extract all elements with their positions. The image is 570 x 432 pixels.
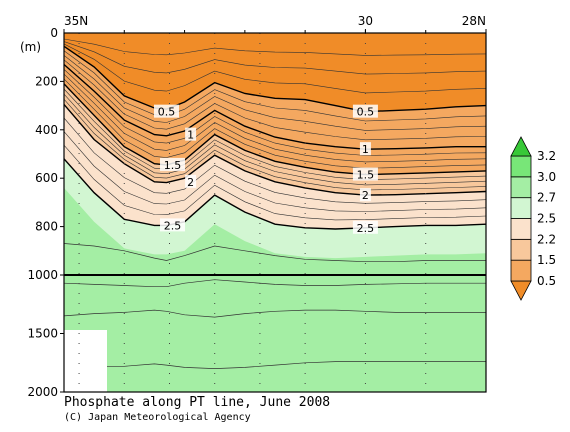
contour-2.5 xyxy=(64,158,486,230)
colorbar-segment xyxy=(510,176,532,199)
minor-contour xyxy=(64,59,486,141)
colorbar-low-cap xyxy=(510,280,532,301)
colorbar: 0.5 1.5 2.2 2.5 2.7 3.0 3.2 xyxy=(510,136,556,301)
minor-contour xyxy=(64,99,486,191)
colorbar-segment xyxy=(510,218,532,240)
plot-frame xyxy=(63,32,487,393)
y-tick-label: 600 xyxy=(35,171,58,185)
colorbar-segment xyxy=(510,197,532,219)
contour-label-bg xyxy=(359,188,371,202)
y-unit-label: (m) xyxy=(20,40,41,54)
x-tick-label: 30 xyxy=(358,14,373,28)
colorbar-segment xyxy=(510,155,532,178)
contour-1.5 xyxy=(64,83,486,176)
contour-label: 1.5 xyxy=(357,169,375,182)
contour-0.5 xyxy=(64,45,486,113)
x-tick-label: 35N xyxy=(64,14,88,28)
contour-label-bg xyxy=(352,220,378,234)
y-tick-label: 200 xyxy=(35,74,58,88)
minor-contour xyxy=(64,50,486,122)
minor-contour xyxy=(64,41,486,75)
plot-area: 0.5 1 1.5 2 2.5 0.5 1 1.5 2 2.5 xyxy=(64,33,486,392)
colorbar-segment xyxy=(510,259,532,282)
y-tick-label: 1500 xyxy=(27,327,58,341)
colorbar-tick-label: 1.5 xyxy=(537,253,556,267)
colorbar-tick-label: 0.5 xyxy=(537,274,556,288)
contour-label: 1 xyxy=(187,129,194,142)
deep-contour xyxy=(64,361,486,369)
minor-contour xyxy=(64,78,486,169)
contour-label: 0.5 xyxy=(158,106,176,119)
contour-value-labels: 0.5 1 1.5 2 2.5 0.5 1 1.5 2 2.5 xyxy=(153,104,378,235)
y-axis-ticks: 200 400 600 800 1000 1500 2000 0 xyxy=(27,26,64,399)
contour-label: 2.5 xyxy=(164,219,182,232)
band-1.5 xyxy=(64,64,486,175)
chart-title: Phosphate along PT line, June 2008 xyxy=(64,395,331,410)
minor-contour xyxy=(64,93,486,186)
minor-contour xyxy=(64,38,486,56)
minor-contour xyxy=(64,117,486,204)
contour-1 xyxy=(64,63,486,150)
y-tick-label: 0 xyxy=(50,26,58,40)
contour-label: 2 xyxy=(362,189,369,202)
colorbar-tick-label: 2.7 xyxy=(537,191,556,205)
contour-label-bg xyxy=(153,104,179,118)
contour-label: 2 xyxy=(187,176,194,189)
credit-line: (C) Japan Meteorological Agency xyxy=(64,412,251,423)
minor-contour xyxy=(64,131,486,212)
y-tick-label: 1000 xyxy=(27,268,58,282)
contour-label-bg xyxy=(359,142,371,156)
contour-label-bg xyxy=(185,174,197,188)
colorbar-tick-label: 2.2 xyxy=(537,232,556,246)
minor-contour xyxy=(64,69,486,156)
minor-contours xyxy=(64,38,486,221)
y-tick-label: 800 xyxy=(35,220,58,234)
contour-label: 0.5 xyxy=(357,106,375,119)
band-2.5 xyxy=(64,104,486,229)
x-tick-label: 28N xyxy=(462,14,486,28)
y-tick-label: 2000 xyxy=(27,385,58,399)
labeled-contours xyxy=(64,45,486,230)
contour-label-bg xyxy=(185,127,197,141)
x-axis-ticks: 35N 30 28N xyxy=(63,14,487,33)
contour-label-bg xyxy=(352,167,378,181)
colorbar-tick-label: 2.5 xyxy=(537,212,556,226)
colorbar-tick-label: 3.0 xyxy=(537,170,556,184)
contour-label: 1 xyxy=(362,143,369,156)
colorbar-segment xyxy=(510,238,532,261)
band-0.5 xyxy=(64,33,486,112)
y-tick-label: 400 xyxy=(35,123,58,137)
contour-label-bg xyxy=(160,218,186,232)
minor-contour xyxy=(64,43,486,94)
bathymetry-mask xyxy=(64,330,107,392)
colorbar-tick-label: 3.2 xyxy=(537,149,556,163)
contour-2 xyxy=(64,103,486,196)
colorbar-high-cap xyxy=(510,136,532,157)
deep-contour xyxy=(64,309,486,318)
minor-contour xyxy=(64,88,486,181)
contour-label-bg xyxy=(352,104,378,118)
minor-contour xyxy=(64,145,486,221)
contour-label: 1.5 xyxy=(164,159,182,172)
contour-label: 2.5 xyxy=(357,222,375,235)
contour-label-bg xyxy=(160,157,186,171)
